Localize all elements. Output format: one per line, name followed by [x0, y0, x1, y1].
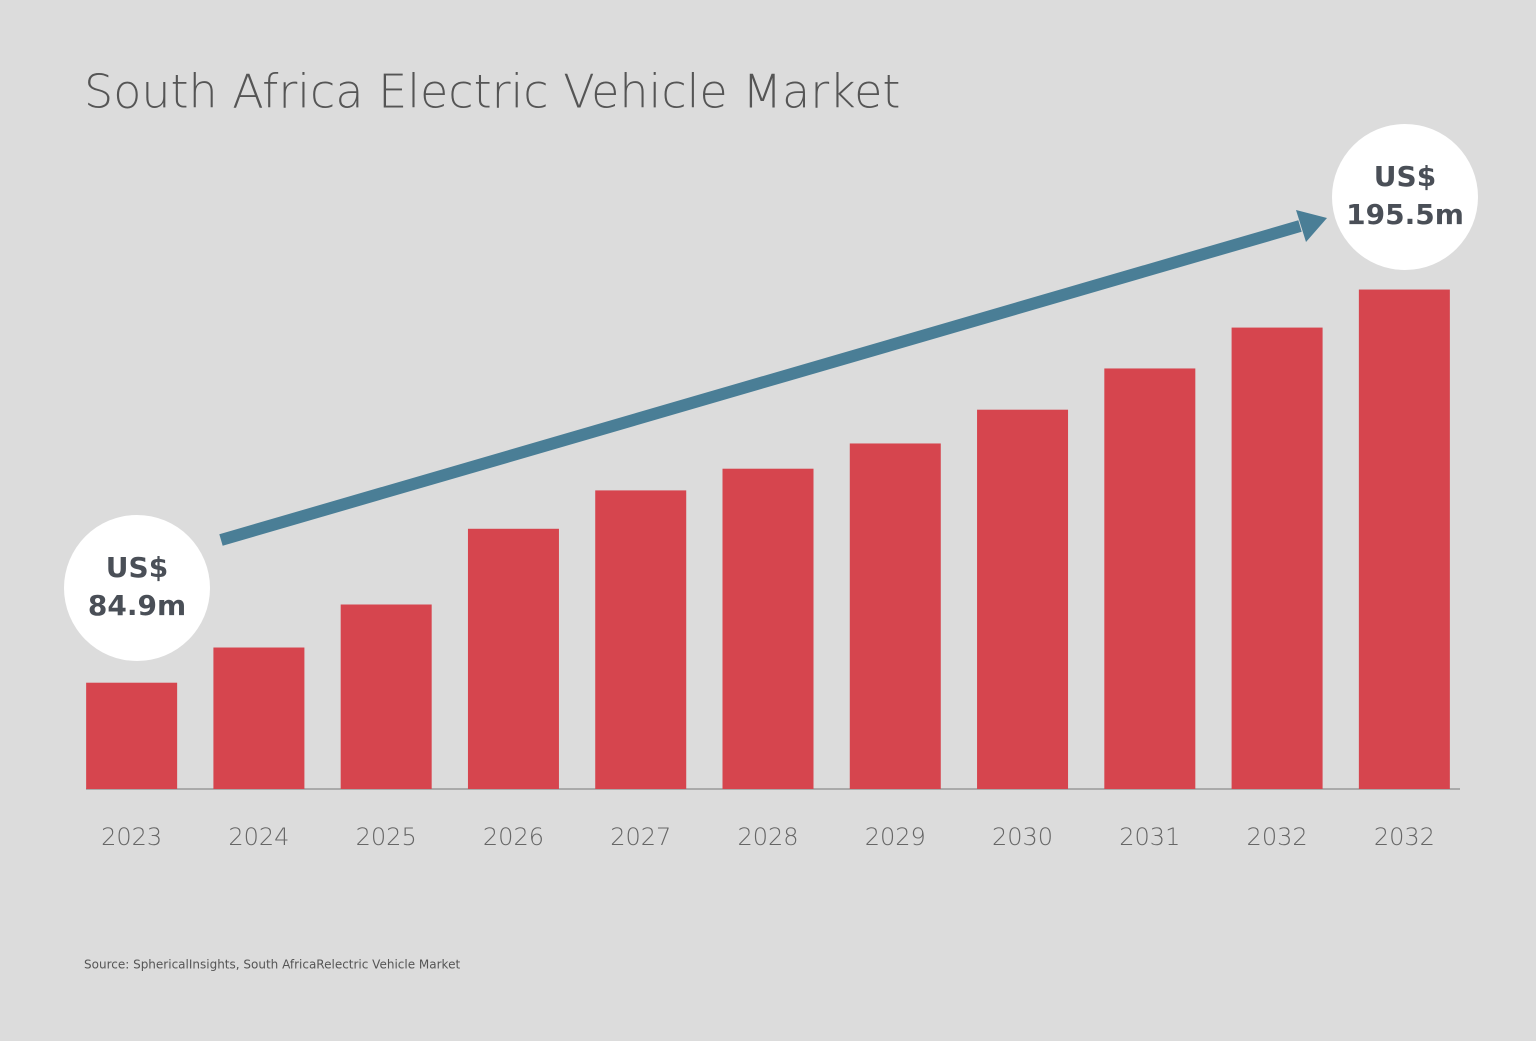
value-label-line: 84.9m [88, 589, 186, 622]
value-label-line: 195.5m [1346, 198, 1464, 231]
bar [977, 409, 1069, 789]
x-tick-label: 2030 [992, 823, 1053, 851]
x-tick-label: 2027 [610, 823, 671, 851]
x-tick-label: 2032 [1247, 823, 1308, 851]
x-tick-label: 2028 [737, 823, 798, 851]
x-tick-label: 2026 [483, 823, 544, 851]
value-label: US$ 84.9m [88, 551, 186, 622]
x-tick-label: 2032 [1374, 823, 1435, 851]
value-label-line: US$ [106, 551, 168, 584]
bar [849, 443, 941, 789]
bar [340, 604, 432, 789]
value-label-line: US$ [1374, 160, 1436, 193]
x-tick-label: 2029 [865, 823, 926, 851]
source: Source: SphericalInsights, South AfricaR… [84, 958, 460, 972]
bar [722, 468, 814, 789]
value-label-bubble [64, 515, 210, 661]
trend-arrow [219, 220, 1302, 546]
trend-arrowhead [1296, 210, 1327, 242]
bar [86, 682, 178, 789]
bar [595, 490, 687, 789]
bar [1358, 289, 1450, 789]
x-tick-label: 2024 [228, 823, 289, 851]
bar [1231, 327, 1323, 789]
x-tick-label: 2025 [356, 823, 417, 851]
bar [467, 528, 559, 789]
bar [213, 647, 305, 789]
chart-title: South Africa Electric Vehicle Market [84, 65, 900, 119]
value-label-bubble [1332, 124, 1478, 270]
x-tick-label: 2031 [1119, 823, 1180, 851]
x-tick-label: 2023 [101, 823, 162, 851]
value-label: US$ 195.5m [1346, 160, 1464, 231]
bar [1104, 368, 1196, 789]
